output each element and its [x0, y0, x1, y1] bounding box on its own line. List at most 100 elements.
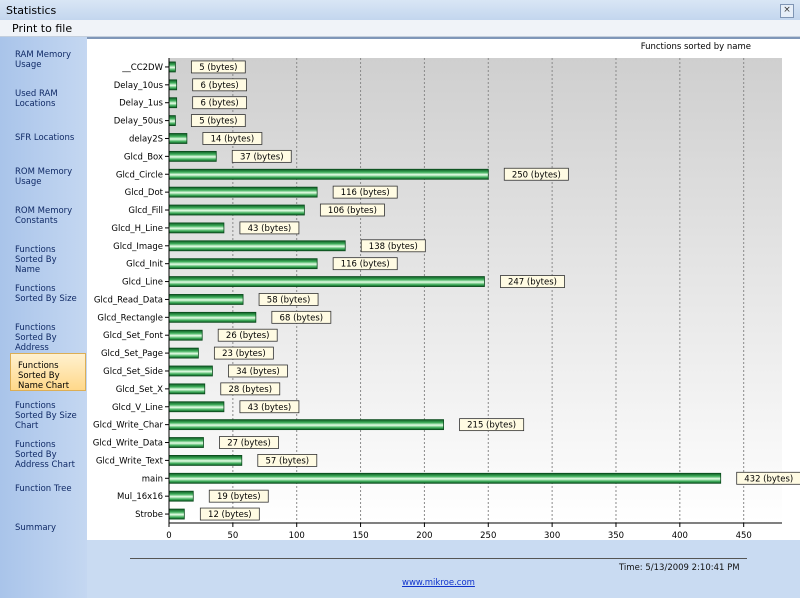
- data-label-box: [190, 60, 246, 74]
- sidebar-item-functions-sorted-by-address[interactable]: Functions Sorted By Address: [15, 323, 57, 353]
- close-icon[interactable]: ×: [780, 4, 794, 18]
- chart-panel: 5 (bytes) 6 (bytes) 6 (bytes) 5 (bytes) 14 (…: [87, 37, 800, 541]
- data-label-box: [271, 310, 332, 324]
- x-tick-label: 0: [166, 531, 171, 538]
- sidebar-item-functions-sorted-by-address-chart[interactable]: Functions Sorted By Address Chart: [15, 440, 75, 470]
- bar: [168, 401, 225, 413]
- data-label: 37 (bytes): [240, 152, 284, 162]
- main-panel: 5 (bytes) 6 (bytes) 6 (bytes) 5 (bytes) 14 (…: [87, 37, 800, 598]
- bar: [168, 97, 178, 109]
- x-tick-label: 450: [736, 531, 752, 538]
- category-label: Glcd_Write_Data: [93, 439, 163, 449]
- category-label: Glcd_Image: [113, 242, 163, 252]
- data-label-box: [231, 149, 292, 163]
- data-label: 57 (bytes): [266, 456, 310, 466]
- data-label: 27 (bytes): [227, 439, 271, 449]
- category-label: Glcd_Fill: [128, 206, 163, 216]
- data-label: 14 (bytes): [211, 134, 255, 144]
- data-label: 116 (bytes): [341, 188, 390, 198]
- data-label: 247 (bytes): [508, 278, 557, 288]
- bar: [168, 150, 217, 162]
- data-label: 26 (bytes): [226, 331, 270, 341]
- data-label-box: [213, 346, 274, 360]
- sidebar-item-summary[interactable]: Summary: [15, 523, 57, 533]
- sidebar-item-rom-memory-constants[interactable]: ROM Memory Constants: [15, 206, 73, 226]
- chart-title: Functions sorted by name: [641, 42, 751, 52]
- bar: [168, 437, 204, 448]
- sidebar-item-sfr-locations[interactable]: SFR Locations: [15, 133, 75, 143]
- data-label: 28 (bytes): [228, 385, 272, 395]
- category-label: Delay_10us: [114, 81, 164, 91]
- x-tick-label: 100: [289, 531, 305, 538]
- category-label: __CC2DW: [121, 63, 163, 73]
- bar: [168, 168, 489, 180]
- bar: [168, 294, 244, 305]
- bar: [168, 508, 185, 520]
- data-label-box: [736, 471, 800, 485]
- data-label: 5 (bytes): [199, 117, 237, 127]
- data-label: 106 (bytes): [328, 206, 377, 216]
- timestamp: Time: 5/13/2009 2:10:41 PM: [619, 563, 740, 573]
- bar: [168, 311, 257, 323]
- data-label: 215 (bytes): [467, 421, 516, 431]
- sidebar-item-used-ram-locations[interactable]: Used RAM Locations: [15, 89, 58, 109]
- data-label-box: [503, 167, 569, 181]
- data-label-box: [319, 203, 385, 217]
- sidebar-item-functions-sorted-by-size-chart[interactable]: Functions Sorted By Size Chart: [15, 401, 77, 431]
- sidebar-item-ram-memory-usage[interactable]: RAM Memory Usage: [15, 50, 71, 70]
- bar: [168, 419, 444, 431]
- data-label-box: [257, 454, 318, 467]
- data-label-box: [228, 364, 288, 378]
- category-label: main: [142, 474, 163, 484]
- sidebar-item-functions-sorted-by-name[interactable]: Functions Sorted By Name: [15, 245, 57, 275]
- data-label-box: [192, 78, 247, 92]
- x-tick-label: 50: [227, 531, 238, 538]
- x-tick-label: 350: [608, 531, 624, 538]
- bar: [168, 455, 243, 466]
- bar: [168, 490, 194, 502]
- data-label: 250 (bytes): [512, 170, 561, 180]
- data-label-box: [239, 400, 300, 414]
- bar: [168, 276, 485, 287]
- bar: [168, 204, 305, 216]
- data-label: 58 (bytes): [267, 295, 311, 305]
- data-label: 23 (bytes): [222, 349, 266, 359]
- data-label: 5 (bytes): [199, 63, 237, 73]
- category-label: Glcd_Set_Page: [101, 349, 163, 359]
- mikroe-link[interactable]: www.mikroe.com: [402, 578, 475, 588]
- title-bar: Statistics ×: [0, 0, 800, 21]
- menu-bar: Print to file: [0, 20, 800, 37]
- bar: [168, 347, 199, 359]
- sidebar-item-functions-sorted-by-name-chart[interactable]: Functions Sorted By Name Chart: [10, 353, 86, 391]
- x-tick-label: 150: [352, 531, 368, 538]
- category-label: Glcd_Write_Text: [96, 456, 164, 466]
- sidebar-item-function-tree[interactable]: Function Tree: [15, 484, 72, 494]
- data-label: 6 (bytes): [201, 99, 239, 109]
- category-label: Delay_1us: [119, 99, 163, 109]
- functions-bar-chart: 5 (bytes) 6 (bytes) 6 (bytes) 5 (bytes) 14 (…: [93, 42, 800, 541]
- bar: [168, 383, 206, 395]
- data-label: 116 (bytes): [341, 260, 390, 270]
- category-label: Glcd_V_Line: [112, 403, 163, 413]
- category-label: Glcd_Dot: [125, 188, 164, 198]
- data-label-box: [500, 275, 565, 288]
- bar: [168, 472, 722, 484]
- data-label-box: [332, 185, 398, 199]
- data-label-box: [199, 507, 260, 521]
- data-label: 12 (bytes): [208, 510, 252, 520]
- data-label: 6 (bytes): [201, 81, 239, 91]
- data-label: 68 (bytes): [280, 313, 324, 323]
- category-label: Glcd_Line: [122, 278, 163, 288]
- menu-print-to-file[interactable]: Print to file: [12, 22, 73, 35]
- data-label-box: [459, 418, 525, 432]
- sidebar-item-rom-memory-usage[interactable]: ROM Memory Usage: [15, 167, 73, 187]
- bar: [168, 240, 346, 252]
- data-label-box: [220, 382, 281, 396]
- bar: [168, 329, 203, 341]
- bar: [168, 222, 225, 234]
- sidebar-item-functions-sorted-by-size[interactable]: Functions Sorted By Size: [15, 284, 77, 304]
- data-label-box: [258, 293, 319, 306]
- x-tick-label: 300: [544, 531, 560, 538]
- data-label-box: [208, 489, 269, 503]
- data-label-box: [239, 221, 300, 235]
